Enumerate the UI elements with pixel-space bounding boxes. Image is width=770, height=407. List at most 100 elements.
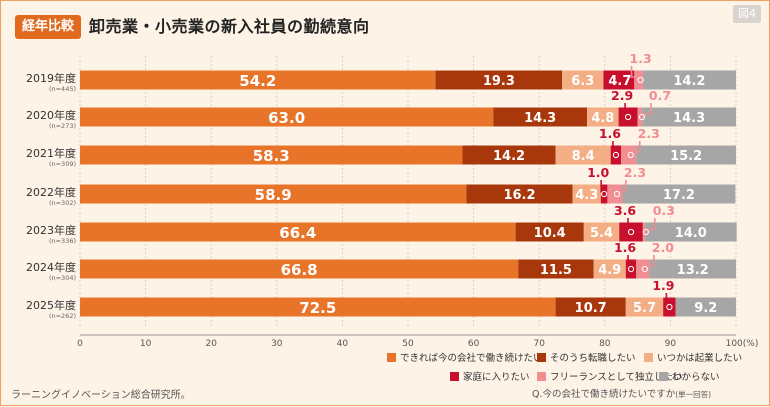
bar-segment: [649, 259, 736, 279]
leader-dot: [638, 113, 645, 121]
bar-segment: [675, 297, 736, 317]
data-label: 17.2: [663, 188, 695, 203]
legend-swatch: [450, 372, 459, 381]
data-label: 16.2: [503, 188, 535, 203]
data-label: 66.8: [281, 261, 318, 279]
data-label: 54.2: [239, 72, 276, 90]
question-answer-type: (単一回答): [675, 390, 712, 399]
legend-item: わからない: [659, 372, 720, 383]
category-label: 2025年度: [26, 298, 76, 312]
data-label: 5.4: [590, 226, 613, 241]
leader-dot: [612, 151, 620, 159]
data-label: 5.7: [633, 301, 656, 316]
data-label: 14.0: [675, 226, 707, 241]
data-label: 63.0: [268, 109, 305, 127]
legend-label: フリーランスとして独立したい: [550, 372, 683, 383]
bar-segment: [603, 70, 635, 90]
category-n-label: (n=445): [49, 85, 76, 93]
data-label: 15.2: [670, 149, 702, 164]
bar-segment: [80, 145, 463, 165]
bar-segment: [644, 222, 737, 242]
leader-dot: [627, 151, 634, 159]
bar-segment: [572, 184, 601, 204]
x-tick-label: 60: [468, 339, 480, 349]
category-n-label: (n=302): [49, 199, 76, 207]
bar-segment: [562, 70, 604, 90]
x-tick-label: 70: [533, 339, 545, 349]
bar-segment: [593, 259, 626, 279]
bar-segment: [80, 222, 516, 242]
category-label: 2019年度: [26, 71, 76, 85]
leader-dot: [624, 113, 632, 121]
category-n-label: (n=304): [49, 274, 76, 282]
legend-label: 家庭に入りたい: [463, 372, 530, 383]
data-label: 4.7: [608, 74, 631, 89]
bar-segment: [636, 145, 736, 165]
x-tick-label: 20: [205, 339, 217, 349]
category-label: 2021年度: [26, 146, 76, 160]
data-label: 72.5: [299, 299, 336, 317]
x-tick-label: 40: [337, 339, 349, 349]
legend-label: いつかは起業したい: [657, 353, 743, 364]
x-tick-label: 0: [77, 339, 83, 349]
legend-item: フリーランスとして独立したい: [537, 372, 683, 383]
x-tick-label: 90: [665, 339, 677, 349]
x-tick-label: 50: [402, 339, 414, 349]
data-label: 1.0: [587, 165, 609, 180]
data-label: 58.3: [253, 147, 290, 165]
legend-swatch: [537, 353, 546, 362]
bar-segment: [80, 70, 436, 90]
data-label: 1.6: [614, 240, 636, 255]
legend-item: いつかは起業したい: [644, 353, 742, 364]
bar-segment: [515, 222, 584, 242]
data-label: 2.9: [611, 88, 633, 103]
chart-title: 卸売業・小売業の新入社員の勤続意向: [89, 17, 370, 36]
data-label: 2.0: [652, 240, 674, 255]
data-label: 8.4: [572, 149, 595, 164]
category-label: 2022年度: [26, 185, 76, 199]
bar-segment: [493, 107, 588, 127]
data-label: 10.4: [534, 226, 566, 241]
category-label: 2023年度: [26, 223, 76, 237]
data-label: 58.9: [255, 186, 292, 204]
bar-segment: [80, 107, 494, 127]
legend-item: 家庭に入りたい: [450, 372, 530, 383]
data-label: 14.2: [673, 74, 705, 89]
bar-segment: [587, 107, 619, 127]
x-tick-label: 100(%): [726, 339, 759, 349]
source-note: ラーニングイノベーション総合研究所。: [11, 390, 191, 401]
category-label: 2024年度: [26, 260, 76, 274]
legend-item: そのうち転職したい: [537, 353, 636, 364]
x-tick-label: 80: [599, 339, 611, 349]
x-tick-label: 30: [271, 339, 283, 349]
bar-segment: [555, 297, 626, 317]
bar-segment: [435, 70, 563, 90]
leader-dot: [613, 190, 621, 198]
bar-segment: [642, 107, 736, 127]
legend-label: できれば今の会社で働き続けたい: [400, 353, 543, 364]
data-label: 4.3: [575, 188, 598, 203]
data-label: 13.2: [677, 263, 709, 278]
leader-dot: [601, 190, 608, 198]
data-label: 14.2: [493, 149, 525, 164]
x-tick-label: 10: [140, 339, 152, 349]
data-label: 66.4: [279, 224, 316, 242]
data-label: 1.6: [599, 126, 621, 141]
bar-segment: [462, 145, 556, 165]
bar-segment: [583, 222, 620, 242]
bar-segment: [518, 259, 594, 279]
data-label: 6.3: [571, 74, 594, 89]
category-n-label: (n=336): [49, 237, 76, 245]
bar-segment: [80, 184, 467, 204]
legend-swatch: [644, 353, 653, 362]
legend-label: わからない: [672, 372, 720, 383]
question-note: Q.今の会社で働き続けたいですか(単一回答): [532, 386, 711, 400]
data-label: 14.3: [673, 111, 705, 126]
bar-segment: [466, 184, 573, 204]
legend-swatch: [659, 372, 668, 381]
leader-dot: [627, 228, 635, 236]
question-text: Q.今の会社で働き続けたいですか: [532, 389, 676, 400]
bar-segment: [80, 297, 556, 317]
data-label: 0.7: [649, 88, 671, 103]
